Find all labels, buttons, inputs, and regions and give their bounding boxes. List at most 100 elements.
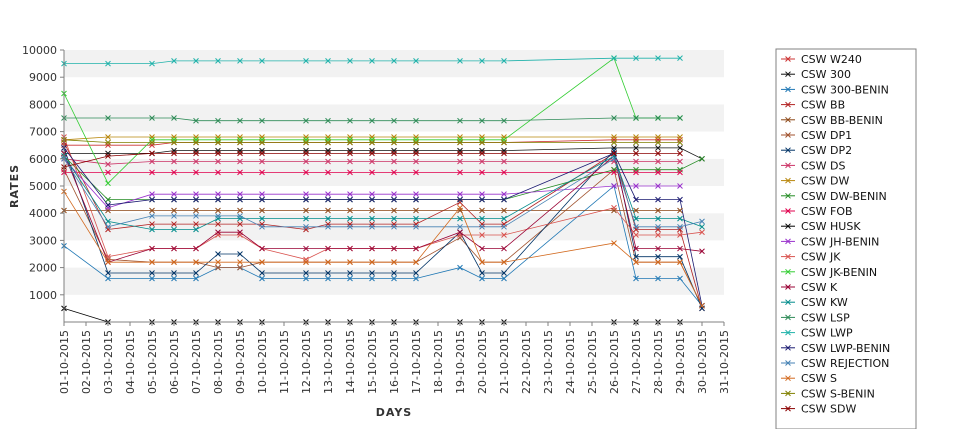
data-point — [259, 117, 265, 124]
data-point — [633, 145, 639, 151]
data-point — [457, 58, 463, 64]
y-tick-label: 5000 — [29, 180, 57, 193]
data-point — [369, 58, 375, 64]
data-point — [171, 139, 177, 146]
data-point — [501, 259, 507, 266]
data-point — [325, 191, 331, 198]
data-point — [633, 158, 639, 165]
legend-label: CSW FOB — [801, 205, 853, 218]
data-point — [259, 58, 265, 64]
data-point — [413, 259, 419, 266]
legend-item: CSW K — [781, 281, 838, 294]
data-point — [303, 139, 309, 146]
data-point — [193, 221, 199, 227]
data-point — [215, 264, 221, 271]
data-point — [325, 259, 331, 266]
data-point — [611, 115, 617, 121]
data-point — [611, 150, 617, 157]
data-point — [699, 155, 705, 162]
data-point — [479, 215, 485, 222]
data-point — [479, 196, 485, 203]
data-point — [479, 270, 485, 276]
legend-label: CSW JK-BENIN — [801, 266, 877, 279]
legend-item: CSW LWP — [781, 327, 853, 340]
data-point — [237, 196, 243, 203]
data-point — [611, 204, 617, 211]
data-point — [303, 150, 309, 157]
legend-symbol — [781, 71, 795, 78]
series-line — [63, 142, 703, 309]
data-point — [413, 207, 419, 214]
x-tick-label: 17-10-2015 — [410, 330, 423, 394]
data-point — [457, 204, 463, 211]
legend-symbol — [781, 375, 795, 382]
data-point — [325, 169, 331, 176]
data-point — [149, 169, 155, 176]
data-point — [633, 150, 639, 157]
data-point — [501, 196, 507, 203]
legend-item: CSW HUSK — [781, 220, 861, 233]
data-point — [391, 196, 397, 203]
legend-symbol — [781, 344, 795, 351]
data-point — [633, 139, 639, 146]
data-point — [237, 169, 243, 176]
data-point — [303, 58, 309, 64]
legend-item: CSW JK — [781, 251, 841, 264]
data-point — [325, 270, 331, 276]
data-point — [215, 150, 221, 157]
data-point — [479, 117, 485, 124]
data-point — [479, 259, 485, 266]
data-point — [237, 150, 243, 157]
series-line — [64, 147, 703, 160]
data-point — [633, 275, 639, 282]
data-point — [479, 275, 485, 282]
legend-item: CSW SDW — [781, 403, 856, 416]
x-tick-label: 10-10-2015 — [256, 330, 269, 394]
data-point — [457, 158, 463, 165]
data-point — [325, 215, 331, 222]
data-point — [347, 223, 353, 230]
data-point — [237, 158, 243, 165]
data-point — [677, 245, 683, 252]
grid-band — [64, 240, 724, 268]
data-point — [171, 196, 177, 203]
legend-symbol — [781, 405, 795, 412]
legend-label: CSW REJECTION — [801, 357, 889, 370]
x-tick-label: 26-10-2015 — [608, 330, 621, 394]
data-point — [259, 158, 265, 165]
data-point — [699, 302, 705, 309]
data-point — [171, 115, 177, 121]
data-point — [457, 191, 463, 198]
data-point — [391, 270, 397, 276]
data-point — [105, 169, 111, 176]
data-point — [369, 139, 375, 146]
data-point — [677, 259, 683, 266]
data-point — [677, 215, 683, 222]
legend-symbol — [781, 360, 795, 366]
grid-band — [64, 131, 724, 159]
legend-item: CSW LWP-BENIN — [781, 342, 890, 355]
legend-item: CSW FOB — [781, 205, 853, 218]
series-line — [63, 185, 703, 306]
data-point — [149, 115, 155, 121]
data-point — [633, 134, 639, 140]
data-point — [171, 169, 177, 176]
data-point — [655, 245, 661, 252]
data-point — [149, 213, 155, 219]
x-tick-label: 01-10-2015 — [58, 330, 71, 394]
data-point — [501, 207, 507, 214]
data-point — [237, 264, 243, 271]
data-point — [347, 196, 353, 203]
data-point — [369, 259, 375, 266]
data-point — [633, 245, 639, 252]
data-point — [149, 158, 155, 165]
data-point — [237, 251, 243, 257]
data-point — [215, 191, 221, 198]
data-point — [479, 150, 485, 157]
legend-item: CSW JK-BENIN — [781, 266, 877, 279]
x-tick-label: 12-10-2015 — [300, 330, 313, 394]
legend: CSW W240 CSW 300 CSW 300-BENIN CSW BB CSW BB… — [775, 48, 917, 429]
data-point — [237, 221, 243, 227]
data-point — [215, 58, 221, 64]
data-point — [215, 196, 221, 203]
